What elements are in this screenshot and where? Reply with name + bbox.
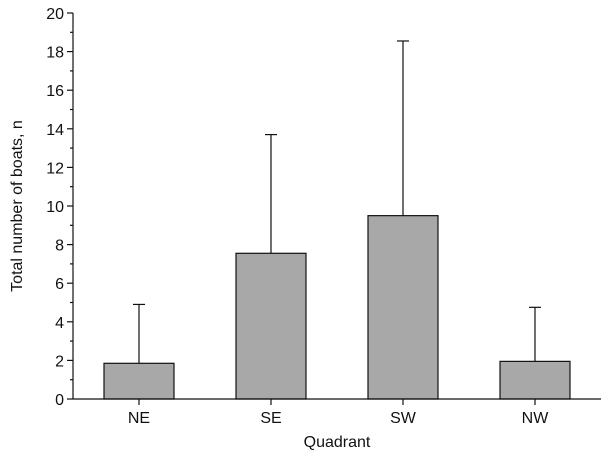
y-tick-label: 2: [55, 353, 64, 370]
y-tick-label: 12: [46, 160, 64, 177]
x-axis-tick-labels: NE SE SW NW: [128, 399, 549, 427]
y-tick-label: 20: [46, 6, 64, 23]
y-tick-label: 8: [55, 238, 64, 255]
bar-se: [235, 252, 307, 400]
bars: [103, 215, 571, 400]
y-axis-ticks: 0 2 4 6 8 10 12 14 16 18 20: [46, 6, 73, 409]
y-tick-label: 18: [46, 45, 64, 62]
bar-sw: [367, 215, 439, 400]
x-tick-label: SW: [390, 410, 417, 427]
bar-nw: [499, 360, 571, 400]
y-tick-label: 4: [55, 315, 64, 332]
y-tick-label: 0: [55, 392, 64, 409]
bar-ne: [103, 362, 175, 400]
y-tick-label: 10: [46, 199, 64, 216]
y-tick-label: 14: [46, 122, 64, 139]
y-axis-title: Total number of boats, n: [9, 120, 26, 292]
x-axis-title: Quadrant: [304, 434, 371, 451]
y-tick-label: 6: [55, 276, 64, 293]
y-tick-label: 16: [46, 83, 64, 100]
error-bars: [133, 40, 541, 364]
x-tick-label: NE: [128, 410, 150, 427]
x-tick-label: SE: [260, 410, 281, 427]
x-tick-label: NW: [522, 410, 550, 427]
